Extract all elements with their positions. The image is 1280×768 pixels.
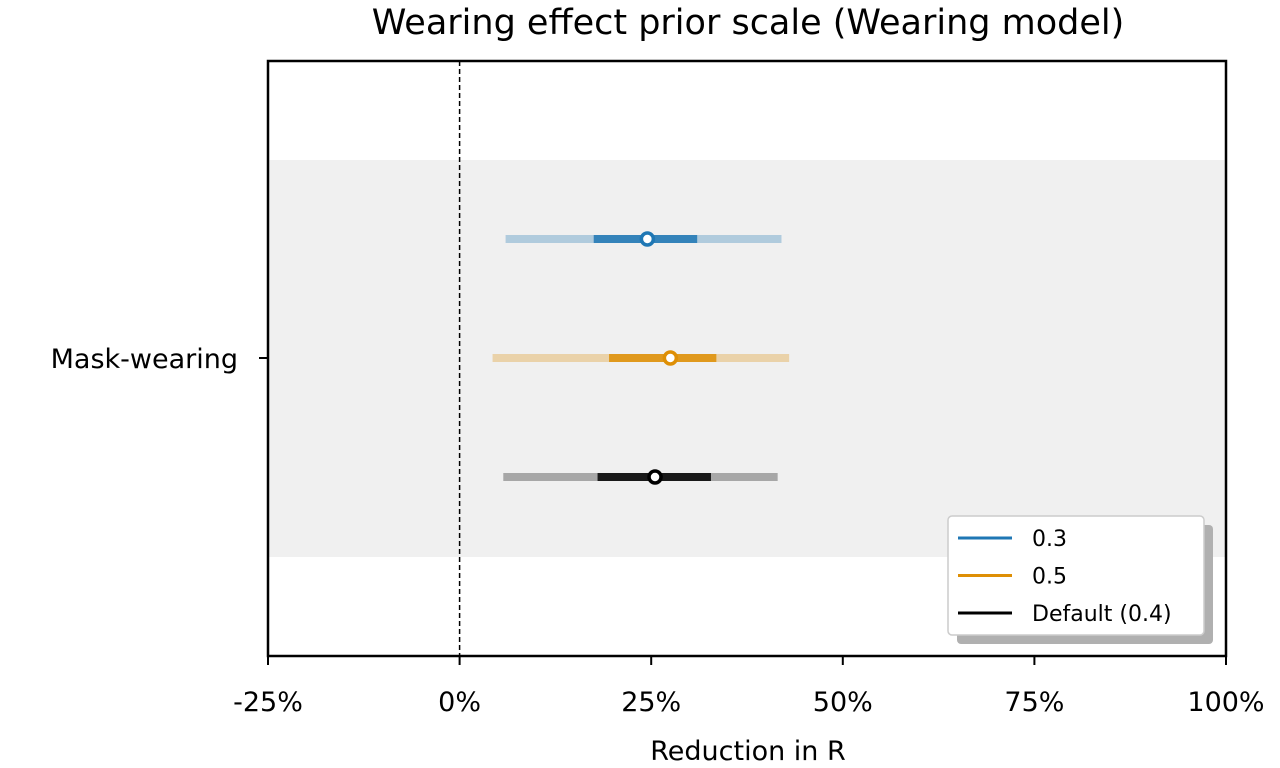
x-tick-label: 25% bbox=[621, 687, 681, 718]
x-tick-label: 100% bbox=[1187, 687, 1264, 718]
median-point bbox=[639, 231, 656, 247]
median-point bbox=[662, 350, 679, 366]
category-band bbox=[268, 160, 1226, 557]
x-tick-label: 50% bbox=[813, 687, 873, 718]
legend-entry: 0.5 bbox=[1032, 565, 1067, 590]
legend-box bbox=[947, 515, 1205, 636]
median-point bbox=[647, 469, 663, 485]
x-axis-label: Reduction in R bbox=[650, 736, 846, 767]
legend-entry: 0.3 bbox=[1032, 527, 1067, 552]
x-tick-label: 0% bbox=[438, 687, 481, 718]
legend-entry: Default (0.4) bbox=[1032, 602, 1172, 627]
x-tick-label: 75% bbox=[1004, 687, 1064, 718]
x-tick-label: -25% bbox=[233, 687, 303, 718]
y-tick-label: Mask-wearing bbox=[51, 344, 238, 375]
chart-title: Wearing effect prior scale (Wearing mode… bbox=[372, 3, 1124, 43]
